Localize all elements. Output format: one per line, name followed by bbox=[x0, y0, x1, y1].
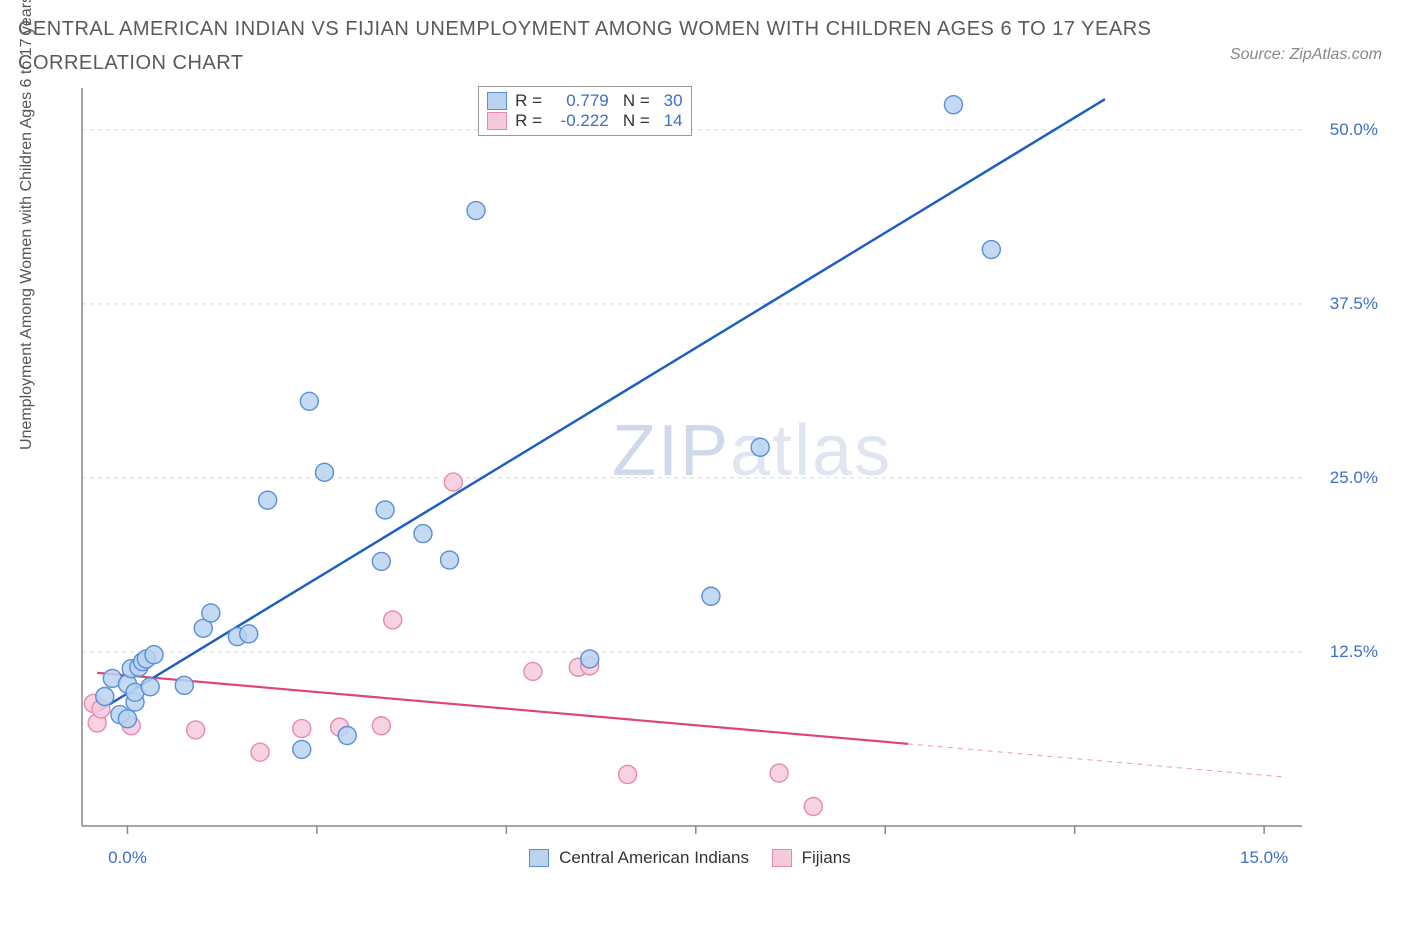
series-legend-0: Central American Indians bbox=[529, 848, 749, 868]
chart-area: ZIPatlas R = 0.779 N = 30R = -0.222 N = … bbox=[72, 80, 1382, 870]
legend-stats-text: R = -0.222 N = 14 bbox=[515, 111, 682, 131]
y-tick-label: 25.0% bbox=[1330, 468, 1378, 488]
y-tick-label: 12.5% bbox=[1330, 642, 1378, 662]
chart-title: CENTRAL AMERICAN INDIAN VS FIJIAN UNEMPL… bbox=[18, 12, 1286, 80]
stats-legend-row: R = -0.222 N = 14 bbox=[487, 111, 682, 131]
y-axis-label: Unemployment Among Women with Children A… bbox=[18, 0, 36, 450]
y-tick-label: 50.0% bbox=[1330, 120, 1378, 140]
series-swatch-0 bbox=[529, 849, 549, 867]
legend-swatch bbox=[487, 112, 507, 130]
series-legend-1: Fijians bbox=[772, 848, 851, 868]
x-tick-label: 0.0% bbox=[108, 848, 147, 868]
series-swatch-1 bbox=[772, 849, 792, 867]
scatter-plot bbox=[72, 80, 1382, 870]
y-tick-label: 37.5% bbox=[1330, 294, 1378, 314]
source-attribution: Source: ZipAtlas.com bbox=[1230, 46, 1382, 64]
legend-swatch bbox=[487, 92, 507, 110]
series-label-1: Fijians bbox=[802, 848, 851, 868]
x-tick-label: 15.0% bbox=[1240, 848, 1288, 868]
stats-legend-row: R = 0.779 N = 30 bbox=[487, 91, 682, 111]
series-label-0: Central American Indians bbox=[559, 848, 749, 868]
legend-stats-text: R = 0.779 N = 30 bbox=[515, 91, 682, 111]
stats-legend-box: R = 0.779 N = 30R = -0.222 N = 14 bbox=[478, 86, 691, 136]
